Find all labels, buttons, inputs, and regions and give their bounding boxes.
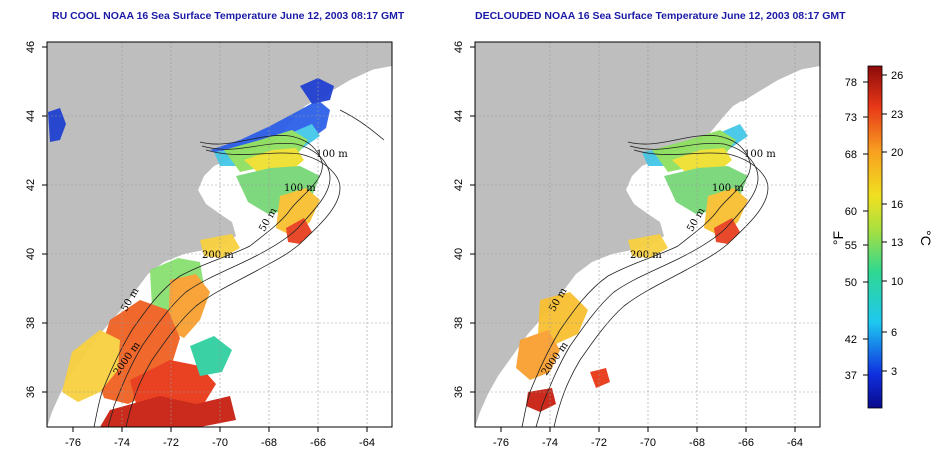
- land-mass: [475, 42, 820, 427]
- lon-tick-label: -68: [261, 437, 277, 449]
- lon-tick-label: -74: [542, 437, 558, 449]
- bathymetry-contours: [93, 109, 385, 427]
- fahrenheit-tick: 78: [845, 77, 857, 89]
- land-mass: [47, 42, 392, 427]
- fahrenheit-tick: 68: [845, 149, 857, 161]
- lon-tick-label: -66: [310, 437, 326, 449]
- fahrenheit-tick: 60: [845, 206, 857, 218]
- celsius-label: °C: [918, 230, 934, 246]
- lat-tick-label: 42: [25, 179, 37, 191]
- lat-tick-label: 38: [453, 317, 465, 329]
- lon-tick-label: -76: [493, 437, 509, 449]
- lon-tick-label: -76: [65, 437, 81, 449]
- contour-label-100m-a: 100 m: [316, 149, 348, 160]
- left-panel-title: RU COOL NOAA 16 Sea Surface Temperature …: [52, 10, 405, 22]
- fahrenheit-tick: 55: [845, 240, 857, 252]
- lon-tick-label: -70: [212, 437, 228, 449]
- celsius-tick: 16: [891, 199, 903, 211]
- lat-lon-grid: [47, 42, 392, 427]
- lon-tick-label: -64: [359, 437, 375, 449]
- fahrenheit-tick: 73: [845, 112, 857, 124]
- lon-tick-label: -70: [640, 437, 656, 449]
- fahrenheit-tick: 37: [845, 370, 857, 382]
- lon-tick-label: -66: [738, 437, 754, 449]
- lat-tick-label: 46: [25, 41, 37, 53]
- contour-label-100m-a: 100 m: [744, 149, 776, 160]
- lon-tick-label: -72: [591, 437, 607, 449]
- lat-tick-label: 40: [25, 248, 37, 260]
- celsius-tick: 23: [891, 109, 903, 121]
- lat-tick-label: 46: [453, 41, 465, 53]
- right-panel-title: DECLOUDED NOAA 16 Sea Surface Temperatur…: [475, 10, 846, 22]
- fahrenheit-tick: 42: [845, 334, 857, 346]
- contour-label-100m-b: 100 m: [284, 183, 316, 194]
- celsius-tick: 13: [891, 237, 903, 249]
- lat-tick-label: 36: [453, 386, 465, 398]
- lat-tick-label: 38: [25, 317, 37, 329]
- lat-lon-grid: [475, 42, 820, 427]
- contour-label-100m-b: 100 m: [712, 183, 744, 194]
- lat-tick-label: 44: [453, 110, 465, 122]
- celsius-tick: 20: [891, 147, 903, 159]
- land-mass-east: [738, 54, 820, 102]
- lon-tick-label: -72: [163, 437, 179, 449]
- celsius-tick: 10: [891, 276, 903, 288]
- lat-tick-label: 42: [453, 179, 465, 191]
- fahrenheit-label: °F: [830, 231, 846, 245]
- lat-tick-label: 36: [25, 386, 37, 398]
- lon-tick-label: -74: [114, 437, 130, 449]
- lon-tick-label: -64: [787, 437, 803, 449]
- celsius-tick: 26: [891, 70, 903, 82]
- bathymetry-contours: [521, 135, 769, 427]
- sst-overlay: [48, 78, 334, 427]
- celsius-tick: 6: [891, 327, 897, 339]
- lon-tick-label: -68: [689, 437, 705, 449]
- left-map-panel: 100 m 100 m 50 m 200 m 50 m 2000 m: [25, 41, 393, 449]
- lat-tick-label: 40: [453, 248, 465, 260]
- temperature-colorbar: 78 73 68 60 55 50 42 37 26 23 20 16 13 1…: [830, 65, 934, 409]
- contour-label-200m: 200 m: [202, 250, 234, 261]
- celsius-tick: 3: [891, 366, 897, 378]
- lat-tick-label: 44: [25, 110, 37, 122]
- fahrenheit-tick: 50: [845, 277, 857, 289]
- right-map-panel: 100 m 100 m 50 m 200 m 50 m 2000 m: [453, 41, 821, 449]
- contour-label-200m: 200 m: [630, 250, 662, 261]
